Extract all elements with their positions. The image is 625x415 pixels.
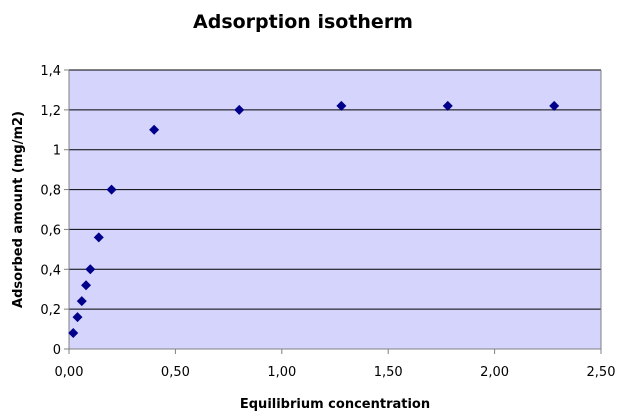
- data-point-1: [72, 312, 83, 323]
- chart-title: Adsorption isotherm: [193, 11, 413, 33]
- data-point-10: [442, 100, 453, 111]
- y-axis-ticks: 0 0,2 0,4 0,6 0,8 1 1,2 1,4: [40, 64, 69, 358]
- y-axis-title: Adsorbed amount (mg/m2): [11, 111, 26, 308]
- y-tick-label-4: 0,8: [40, 184, 61, 199]
- y-tick-label-3: 0,6: [40, 223, 61, 238]
- data-point-11: [549, 100, 560, 111]
- data-point-3: [81, 280, 92, 291]
- y-tick-label-0: 0: [53, 343, 61, 358]
- y-tick-label-2: 0,4: [40, 263, 61, 278]
- x-tick-label-3: 1,50: [374, 365, 403, 380]
- data-point-2: [76, 296, 87, 307]
- data-point-5: [93, 232, 104, 243]
- gridlines: [69, 69, 601, 310]
- data-points: [68, 100, 560, 339]
- data-point-0: [68, 328, 79, 339]
- x-tick-label-4: 2,00: [480, 365, 509, 380]
- data-point-8: [234, 104, 245, 115]
- data-point-7: [149, 124, 160, 135]
- x-axis-title: Equilibrium concentration: [240, 397, 430, 412]
- y-tick-label-5: 1: [53, 144, 61, 159]
- x-tick-label-0: 0,00: [55, 365, 84, 380]
- x-axis-ticks: 0,00 0,50 1,00 1,50 2,00 2,50: [55, 349, 616, 380]
- data-point-6: [106, 184, 117, 195]
- x-tick-label-2: 1,00: [267, 365, 296, 380]
- plot-area: [69, 70, 601, 349]
- y-tick-label-7: 1,4: [40, 64, 61, 79]
- y-tick-label-6: 1,2: [40, 104, 61, 119]
- y-tick-label-1: 0,2: [40, 303, 61, 318]
- data-point-4: [85, 264, 96, 275]
- data-point-9: [336, 100, 347, 111]
- axes: [68, 70, 602, 350]
- x-tick-label-5: 2,50: [587, 365, 616, 380]
- x-tick-label-1: 0,50: [161, 365, 190, 380]
